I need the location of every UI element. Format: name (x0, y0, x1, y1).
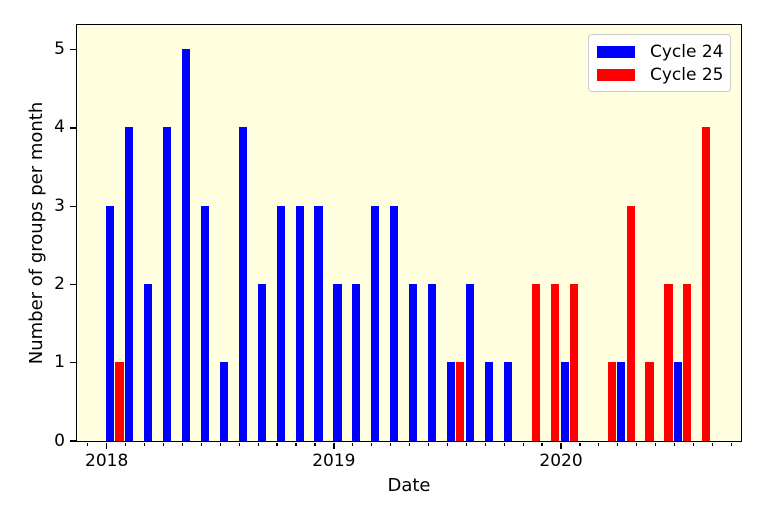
bar-cycle24-2018-09 (257, 283, 266, 441)
bar-cycle24-2018-02 (125, 127, 134, 441)
bar-cycle24-2019-01 (333, 283, 342, 441)
legend-swatch-cycle-24 (597, 45, 635, 58)
bar-cycle25-2020-08 (702, 127, 711, 441)
bar-cycle24-2020-04 (617, 362, 626, 441)
bar-cycle24-2018-10 (276, 205, 285, 441)
x-minor-tick (711, 442, 714, 447)
x-minor-tick (408, 442, 411, 447)
legend-item: Cycle 25 (597, 63, 724, 86)
legend-swatch-cycle-25 (597, 68, 635, 81)
bar-cycle24-2018-08 (238, 127, 247, 441)
bar-cycle24-2019-02 (352, 283, 361, 441)
bar-cycle24-2020-07 (674, 362, 683, 441)
y-tick (69, 362, 76, 364)
bar-cycle25-2020-05 (645, 362, 654, 441)
bar-cycle25-2020-07 (683, 283, 692, 441)
x-minor-tick (674, 442, 676, 447)
x-minor-tick (598, 442, 600, 447)
bar-cycle24-2019-07 (446, 362, 456, 441)
x-minor-tick (655, 442, 657, 447)
x-tick-label: 2020 (539, 451, 583, 471)
x-minor-tick (465, 442, 467, 447)
x-minor-tick (579, 442, 581, 447)
bar-cycle25-2020-04 (626, 205, 635, 441)
x-minor-tick (352, 442, 354, 447)
y-tick (69, 127, 76, 129)
bar-cycle24-2019-05 (409, 283, 418, 441)
bar-cycle25-2018-01 (115, 362, 124, 441)
bar-cycle25-2019-11 (531, 283, 541, 441)
x-minor-tick (219, 442, 221, 447)
x-minor-tick (87, 442, 89, 447)
y-tick-label: 0 (54, 430, 65, 451)
x-minor-tick (541, 442, 543, 447)
x-minor-tick (162, 442, 165, 447)
bar-cycle24-2018-06 (200, 205, 210, 441)
plot-area (75, 23, 742, 442)
bar-cycle24-2018-11 (295, 205, 304, 441)
y-tick-label: 5 (54, 39, 65, 60)
legend-item: Cycle 24 (597, 40, 724, 63)
bar-cycle25-2020-06 (664, 283, 673, 441)
x-minor-tick (295, 442, 297, 447)
x-major-tick (560, 442, 562, 449)
x-tick-label: 2019 (312, 451, 356, 471)
bar-cycle25-2020-03 (607, 362, 616, 441)
bar-cycle25-2019-12 (550, 283, 559, 441)
bar-cycle25-2019-07 (456, 362, 465, 441)
bar-cycle24-2019-03 (371, 205, 380, 441)
y-tick (69, 205, 76, 207)
x-tick-label: 2018 (85, 451, 129, 471)
x-minor-tick (446, 442, 449, 447)
x-minor-tick (522, 442, 524, 447)
x-minor-tick (143, 442, 146, 447)
bar-cycle24-2018-12 (314, 205, 323, 441)
x-minor-tick (181, 442, 183, 447)
y-tick-label: 1 (54, 352, 65, 373)
x-minor-tick (390, 442, 392, 447)
x-minor-tick (503, 442, 505, 447)
x-axis-label: Date (387, 475, 431, 496)
y-tick-label: 3 (54, 195, 65, 216)
x-minor-tick (484, 442, 486, 447)
bar-cycle24-2019-10 (503, 362, 512, 441)
legend-label: Cycle 24 (650, 41, 724, 62)
x-minor-tick (427, 442, 430, 447)
x-major-tick (333, 442, 335, 449)
x-minor-tick (314, 442, 316, 447)
x-minor-tick (636, 442, 638, 447)
x-minor-tick (692, 442, 695, 447)
bar-cycle24-2019-08 (465, 283, 475, 441)
legend: Cycle 24 Cycle 25 (588, 34, 731, 92)
x-minor-tick (371, 442, 373, 447)
x-minor-tick (238, 442, 240, 447)
x-minor-tick (200, 442, 202, 447)
bar-cycle25-2020-01 (569, 283, 578, 441)
y-tick (69, 283, 76, 286)
y-tick (69, 49, 76, 51)
bar-cycle24-2018-05 (181, 49, 191, 441)
y-axis-label: Number of groups per month (26, 101, 47, 365)
bar-cycle24-2018-03 (144, 283, 153, 441)
legend-label: Cycle 25 (650, 64, 724, 85)
x-minor-tick (617, 442, 619, 447)
bar-cycle24-2019-09 (484, 362, 493, 441)
x-minor-tick (257, 442, 259, 447)
bar-cycle24-2018-07 (219, 362, 228, 441)
x-minor-tick (276, 442, 278, 447)
x-minor-tick (730, 442, 732, 447)
bar-cycle24-2019-06 (428, 283, 437, 441)
y-tick-label: 2 (54, 273, 65, 294)
x-minor-tick (125, 442, 127, 447)
y-tick-label: 4 (54, 117, 65, 138)
x-major-tick (106, 442, 108, 449)
bar-cycle24-2019-04 (390, 205, 399, 441)
bar-cycle24-2018-04 (162, 127, 172, 441)
bar-cycle24-2018-01 (106, 205, 115, 441)
bar-cycle24-2020-01 (560, 362, 569, 441)
y-tick (69, 440, 76, 442)
